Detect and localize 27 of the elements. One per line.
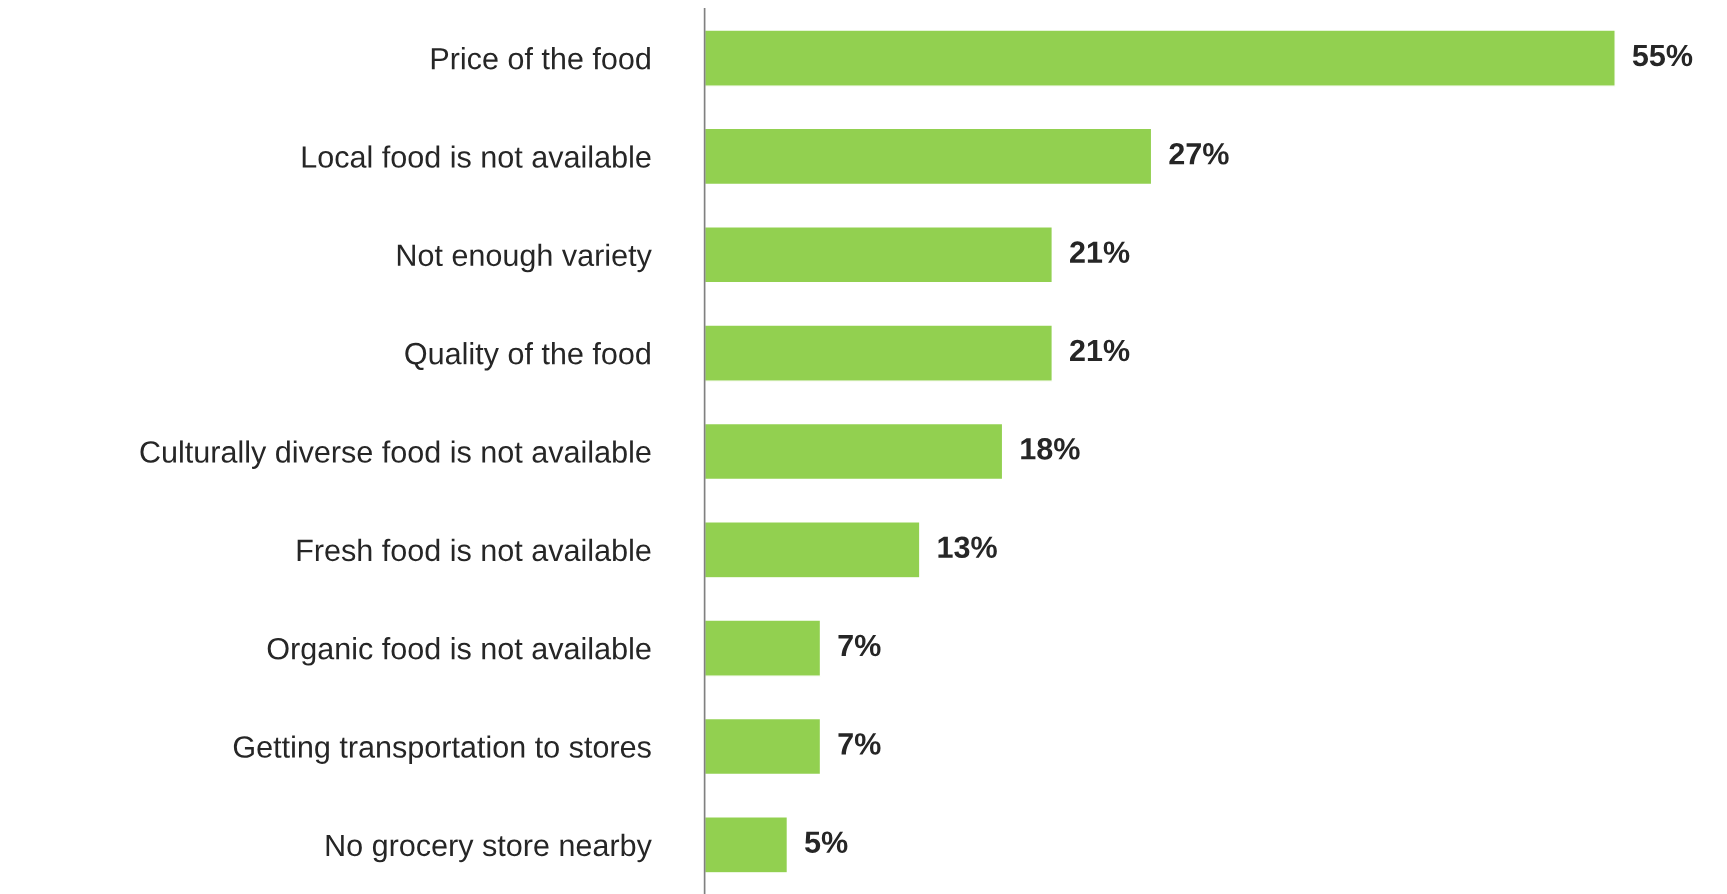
y-tick-label: Quality of the food: [405, 342, 650, 371]
data-label: 13%: [938, 536, 997, 559]
data-label: 27%: [1169, 143, 1229, 165]
bar: [704, 324, 1053, 382]
y-tick-label: Local food is not available: [302, 145, 651, 168]
y-tick-label: Organic food is not available: [267, 637, 651, 666]
y-tick-label: No grocery store nearby: [326, 833, 652, 863]
data-label: 18%: [1021, 438, 1080, 460]
bar: [704, 127, 1153, 186]
y-tick-label: Getting transportation to stores: [233, 735, 651, 764]
bar: [704, 29, 1616, 87]
data-label: 7%: [838, 634, 881, 657]
bar: [704, 619, 822, 677]
data-label: 55%: [1632, 44, 1693, 67]
bar: [704, 816, 789, 874]
data-label: 5%: [805, 831, 848, 854]
y-tick-label: Culturally diverse food is not available: [140, 440, 651, 469]
bar: [704, 717, 822, 776]
y-tick-label: Fresh food is not available: [297, 538, 651, 562]
bar: [704, 226, 1053, 284]
bar: [704, 422, 1004, 481]
bar: [704, 521, 921, 579]
data-label: 21%: [1070, 241, 1130, 263]
data-label: 21%: [1070, 339, 1130, 362]
y-tick-label: Price of the food: [431, 47, 650, 70]
data-label: 7%: [838, 733, 881, 755]
y-tick-label: Not enough variety: [397, 243, 652, 273]
